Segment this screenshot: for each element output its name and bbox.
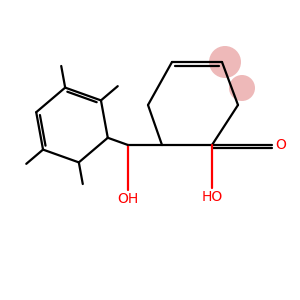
Circle shape: [209, 46, 241, 78]
Text: OH: OH: [117, 192, 139, 206]
Circle shape: [229, 75, 255, 101]
Text: HO: HO: [201, 190, 223, 204]
Text: O: O: [275, 138, 286, 152]
